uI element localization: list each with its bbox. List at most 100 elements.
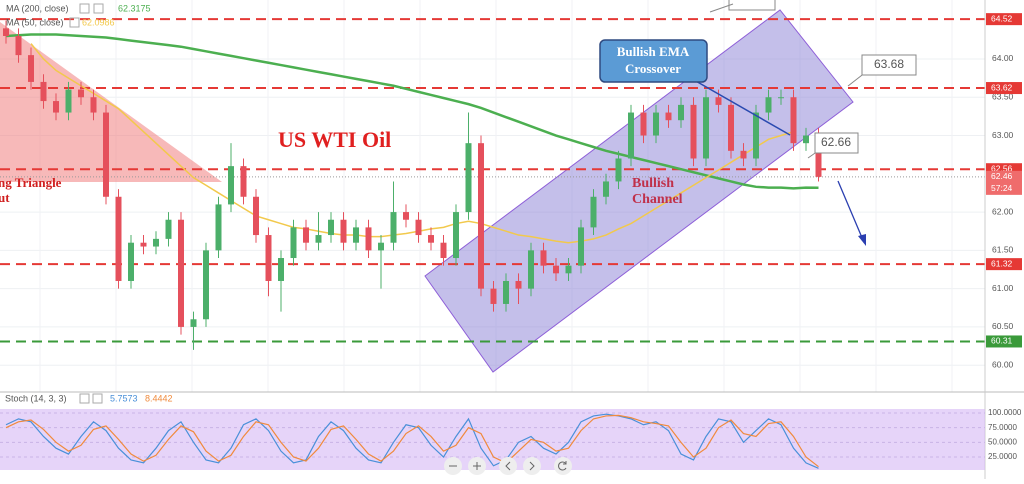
candle-body	[203, 250, 209, 320]
y-tick-label: 61.00	[992, 283, 1014, 293]
triangle-label: ng Triangle	[0, 175, 62, 190]
candle-body	[753, 112, 759, 159]
forecast-arrowhead	[858, 234, 866, 246]
crossover-label: Bullish EMA	[617, 44, 690, 59]
candle-body	[765, 97, 772, 113]
y-tick-label: 60.50	[992, 321, 1014, 331]
candle-body	[278, 258, 284, 281]
candle-body	[590, 196, 597, 228]
channel-label: Bullish	[632, 176, 674, 191]
scroll-right-button[interactable]	[523, 457, 541, 475]
price-axis: 60.00 60.50 61.00 61.50 62.00 63.00 63.50 64.00…	[986, 13, 1022, 461]
candle-body	[615, 158, 622, 182]
level-label-bg	[986, 258, 1022, 271]
y-tick-label: 50.0000	[988, 437, 1017, 446]
stoch-legend: Stoch (14, 3, 3)	[5, 393, 67, 403]
level-label-bg	[986, 13, 1022, 26]
candle-body	[103, 112, 109, 197]
candle-body	[603, 181, 609, 197]
candle-body	[265, 235, 272, 281]
candle-body	[678, 104, 684, 121]
candle-body	[553, 265, 559, 274]
candle-body	[515, 280, 522, 289]
candle-body	[528, 250, 534, 289]
level-label: 60.31	[991, 336, 1013, 346]
candle-body	[503, 280, 509, 304]
y-tick-label: 75.0000	[988, 423, 1017, 432]
candle-body	[128, 242, 134, 281]
legend-icon	[79, 393, 90, 404]
candle-body	[340, 219, 347, 243]
candles	[3, 20, 822, 350]
candle-body	[428, 235, 434, 243]
callout-label: 62.66	[821, 135, 851, 149]
level-label: 64.52	[991, 13, 1013, 23]
candle-body	[690, 104, 697, 159]
countdown-label: 57:24	[991, 183, 1013, 193]
candle-body	[653, 112, 659, 136]
legend-icon	[69, 17, 80, 28]
crossover-pointer	[693, 79, 791, 136]
legend-icon	[93, 3, 104, 14]
level-label: 63.62	[991, 82, 1013, 92]
candle-body	[390, 212, 397, 243]
candle-body	[65, 89, 72, 113]
candle-body	[178, 219, 184, 327]
candle-body	[78, 89, 84, 98]
y-tick-label: 25.0000	[988, 452, 1017, 461]
candle-body	[578, 227, 584, 266]
candle-body	[115, 196, 122, 281]
ma-line	[5, 33, 819, 190]
candle-body	[803, 135, 809, 144]
candle-body	[415, 219, 422, 236]
y-tick-label: 64.00	[992, 53, 1014, 63]
crossover-label: Crossover	[625, 61, 681, 76]
ma200-readout: 62.3175	[118, 3, 151, 13]
reset-button[interactable]	[554, 457, 572, 475]
stoch-d-readout: 8.4442	[145, 393, 173, 403]
callout-label: 63.68	[874, 57, 904, 71]
candle-body	[240, 166, 247, 197]
level-label-bg	[986, 82, 1022, 95]
candle-body	[540, 250, 547, 266]
toolbar	[444, 457, 572, 475]
candle-body	[465, 143, 472, 213]
channel-label: Channel	[632, 192, 683, 207]
y-tick-label: 62.00	[992, 206, 1014, 216]
scroll-left-button[interactable]	[499, 457, 517, 475]
ma-line	[30, 43, 794, 244]
callout-pointer	[709, 3, 734, 13]
callout-box	[728, 0, 776, 11]
y-tick-label: 63.50	[992, 91, 1014, 101]
y-tick-label: 100.0000	[988, 408, 1022, 417]
candle-body	[778, 97, 784, 99]
triangle-pattern	[0, 22, 222, 182]
candle-body	[40, 81, 47, 102]
candle-body	[90, 97, 97, 113]
chart-annotation-title: US WTI Oil	[278, 127, 391, 152]
reset-icon	[558, 461, 567, 471]
crossover-box	[599, 39, 708, 83]
candle-body	[253, 196, 259, 236]
forecast-arrow	[837, 180, 864, 241]
scroll-left-icon	[505, 461, 511, 471]
stoch-k-readout: 5.7573	[110, 393, 138, 403]
level-label: 62.56	[991, 163, 1013, 173]
current-price-label: 62.46	[991, 171, 1013, 181]
candle-body	[715, 97, 722, 105]
candle-body	[403, 212, 409, 220]
ma200-legend: MA (200, close)	[6, 3, 69, 13]
level-label-bg	[986, 335, 1022, 348]
candle-body	[440, 242, 447, 259]
candle-body	[353, 227, 359, 243]
candle-body	[490, 288, 497, 304]
ma50-readout: 62.0986	[82, 17, 115, 27]
candle-body	[815, 135, 822, 177]
candle-body	[3, 28, 9, 36]
callout-box	[861, 54, 917, 76]
candle-body	[15, 35, 22, 56]
triangle-label: ut	[0, 190, 10, 205]
candle-body	[290, 227, 297, 259]
candle-body	[378, 242, 384, 251]
